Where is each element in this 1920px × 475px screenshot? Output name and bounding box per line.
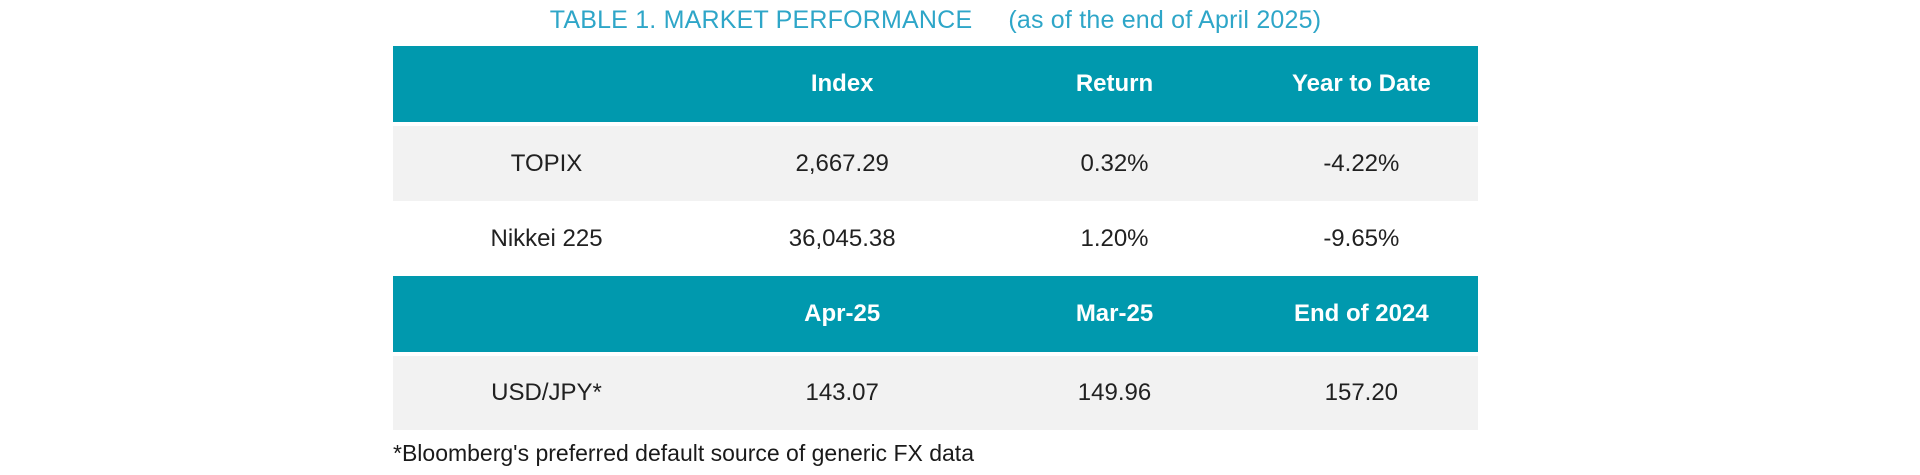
nikkei-index-value: 36,045.38 (788, 224, 896, 252)
usdjpy-mar-value: 149.96 (1077, 379, 1152, 406)
header-cell-index: Index (810, 70, 874, 97)
nikkei-return-value: 1.20% (1080, 224, 1149, 252)
row-label-usdjpy: USD/JPY* (491, 379, 602, 406)
topix-index-value: 2,667.29 (795, 149, 889, 177)
fx-header-row: Apr-25 Mar-25 End of 2024 (393, 276, 1478, 356)
row-label-topix: TOPIX (510, 149, 583, 177)
header-cell-end-of-2024: End of 2024 (1293, 300, 1429, 327)
table-row-topix: TOPIX 2,667.29 0.32% -4.22% (393, 126, 1478, 201)
table-title: TABLE 1. MARKET PERFORMANCE (as of the en… (393, 6, 1478, 35)
header-cell-year-to-date: Year to Date (1291, 70, 1431, 97)
usdjpy-eoy-value: 157.20 (1324, 379, 1399, 406)
table-title-date: (as of the end of April 2025) (1008, 6, 1322, 34)
table-row-usdjpy: USD/JPY* 143.07 149.96 157.20 (393, 356, 1478, 430)
index-header-row: Index Return Year to Date (393, 46, 1478, 126)
header-cell-blank-1 (393, 46, 700, 122)
nikkei-ytd-value: -9.65% (1323, 224, 1400, 252)
row-label-nikkei: Nikkei 225 (490, 224, 603, 252)
table-row-nikkei: Nikkei 225 36,045.38 1.20% -9.65% (393, 201, 1478, 276)
market-performance-table: Index Return Year to Date TOPIX 2,667.29… (393, 46, 1478, 430)
header-cell-apr-25: Apr-25 (804, 300, 881, 327)
footnote: *Bloomberg's preferred default source of… (393, 440, 974, 466)
table-title-main: TABLE 1. MARKET PERFORMANCE (549, 6, 973, 34)
header-cell-return: Return (1075, 70, 1154, 97)
header-cell-mar-25: Mar-25 (1075, 300, 1154, 327)
topix-return-value: 0.32% (1080, 149, 1149, 177)
header-cell-blank-2 (393, 276, 700, 352)
topix-ytd-value: -4.22% (1323, 149, 1400, 177)
usdjpy-apr-value: 143.07 (805, 379, 879, 406)
